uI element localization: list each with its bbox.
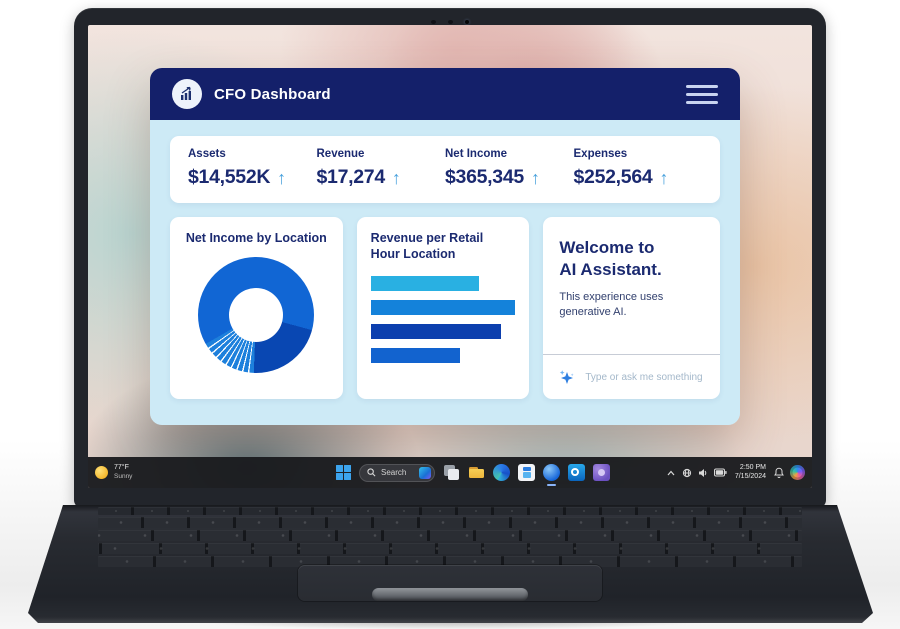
app-logo (172, 79, 202, 109)
kpi-label: Revenue (316, 148, 365, 160)
kpi-label: Net Income (445, 148, 507, 160)
card-title: Net Income by Location (185, 231, 327, 245)
tray-date: 7/15/2024 (734, 472, 766, 480)
task-view-button[interactable] (443, 464, 460, 481)
keyboard-row (98, 530, 802, 541)
kpi-expenses: Expenses $252,564 ↑ (574, 148, 703, 189)
ai-prompt-input[interactable]: Type or ask me something (557, 368, 710, 386)
laptop-screen: CFO Dashboard Assets $14,552K ↑ Revenue $… (88, 25, 812, 488)
kpi-net-income: Net Income $365,345 ↑ (445, 148, 574, 189)
sensor-dot (448, 20, 453, 24)
tray-time: 2:50 PM (739, 463, 766, 471)
keyboard-row (98, 507, 802, 515)
search-highlights-icon (419, 466, 431, 479)
file-explorer-icon[interactable] (468, 464, 485, 481)
search-placeholder: Search (381, 468, 407, 477)
page-title: CFO Dashboard (214, 85, 331, 103)
keyboard-row (98, 517, 802, 528)
webcam-module (431, 20, 469, 24)
chart-logo-icon (181, 86, 191, 100)
bar-segment (370, 324, 501, 340)
bar-segment (370, 276, 480, 292)
dashboard-body: Assets $14,552K ↑ Revenue $17,274 ↑ Net In… (150, 120, 740, 425)
microsoft-store-icon[interactable] (518, 464, 535, 481)
tray-chevron-up-icon[interactable] (666, 469, 676, 477)
kpi-assets: Assets $14,552K ↑ (188, 148, 317, 189)
sensor-dot (431, 20, 436, 24)
camera-lens (465, 20, 469, 24)
dashboard-header: CFO Dashboard (150, 68, 740, 120)
weather-temp: 77°F (114, 464, 129, 472)
bar-chart (370, 276, 516, 364)
sparkle-icon (560, 370, 574, 384)
ai-title-line2: AI Assistant. (559, 260, 662, 280)
kpi-label: Assets (188, 148, 226, 160)
notification-bell-icon[interactable] (774, 467, 784, 478)
card-title: Revenue per Retail Hour Location (370, 231, 484, 261)
bar-segment (370, 348, 461, 364)
ai-subtitle: This experience uses generative AI. (559, 291, 664, 319)
divider (543, 353, 721, 355)
donut-chart (198, 256, 315, 373)
search-input[interactable]: Search (359, 463, 435, 482)
trend-up-icon: ↑ (391, 167, 401, 188)
active-app-indicator (547, 484, 556, 486)
weather-widget[interactable]: 77°F Sunny (95, 464, 132, 480)
clock-widget[interactable]: 2:50 PM 7/15/2024 (735, 464, 766, 482)
kpi-value: $252,564 (573, 166, 653, 188)
start-button[interactable] (336, 465, 351, 480)
revenue-per-retail-hour-card: Revenue per Retail Hour Location (356, 217, 530, 399)
kpi-summary-card: Assets $14,552K ↑ Revenue $17,274 ↑ Net In… (170, 136, 720, 203)
battery-icon[interactable] (713, 468, 727, 477)
trend-up-icon: ↑ (659, 167, 669, 188)
kpi-revenue: Revenue $17,274 ↑ (317, 148, 446, 189)
windows-taskbar: 77°F Sunny Search (88, 457, 812, 488)
dashboard-app-icon-active[interactable] (543, 464, 560, 486)
teams-app-icon[interactable] (593, 464, 610, 481)
ai-title-line1: Welcome to (559, 238, 655, 257)
bar-segment (370, 300, 516, 316)
hamburger-menu-icon[interactable] (686, 81, 718, 108)
keyboard-row (98, 543, 802, 554)
cfo-dashboard-window: CFO Dashboard Assets $14,552K ↑ Revenue $… (150, 68, 740, 425)
laptop-keyboard-deck (28, 505, 873, 623)
input-placeholder: Type or ask me something (585, 371, 703, 383)
keyboard (98, 507, 802, 569)
speaker-icon[interactable] (698, 468, 708, 478)
kpi-value: $365,345 (445, 166, 524, 188)
trend-up-icon: ↑ (277, 167, 286, 188)
trend-up-icon: ↑ (530, 167, 540, 188)
kpi-label: Expenses (573, 148, 628, 160)
outlook-icon[interactable] (568, 464, 585, 481)
copilot-icon[interactable] (790, 465, 805, 480)
kpi-value: $14,552K (188, 166, 271, 188)
ai-assistant-card: Welcome to AI Assistant. This experience… (543, 217, 721, 399)
network-globe-icon[interactable] (682, 468, 692, 478)
lid-opening-notch (372, 588, 528, 601)
kpi-value: $17,274 (316, 166, 386, 188)
weather-condition: Sunny (114, 472, 133, 480)
edge-browser-icon[interactable] (493, 464, 510, 481)
sun-icon (95, 466, 108, 479)
net-income-by-location-card: Net Income by Location (170, 217, 343, 399)
search-icon (367, 468, 376, 477)
keyboard-row (98, 556, 802, 567)
